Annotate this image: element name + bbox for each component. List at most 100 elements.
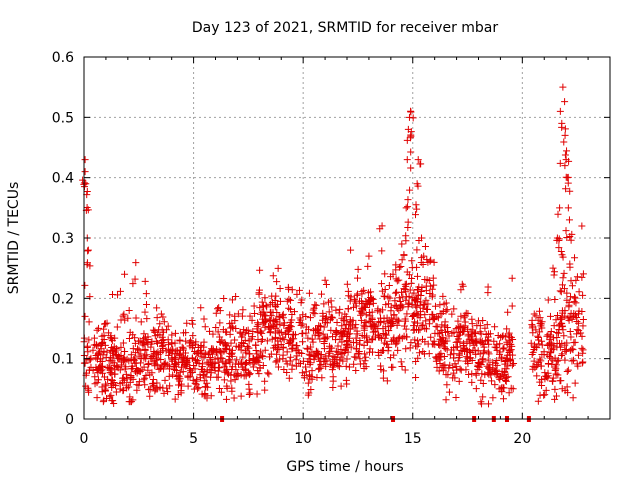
data-point — [81, 312, 89, 320]
data-point — [113, 323, 121, 331]
data-point — [255, 286, 263, 294]
data-point — [322, 280, 330, 288]
data-point — [468, 378, 476, 386]
data-point — [156, 364, 164, 372]
data-point — [285, 374, 293, 382]
data-point — [436, 335, 444, 343]
data-point — [245, 350, 253, 358]
data-point — [397, 288, 405, 296]
data-point — [271, 317, 279, 325]
data-point — [178, 343, 186, 351]
data-point — [552, 392, 560, 400]
data-point — [302, 368, 310, 376]
data-point — [258, 298, 266, 306]
data-point — [201, 392, 209, 400]
data-point — [83, 344, 91, 352]
data-point — [409, 114, 417, 122]
data-point — [432, 322, 440, 330]
data-point — [202, 383, 210, 391]
data-point — [215, 384, 223, 392]
data-point — [148, 352, 156, 360]
data-point — [234, 310, 242, 318]
data-point — [320, 345, 328, 353]
data-point — [436, 301, 444, 309]
data-point — [96, 358, 104, 366]
data-point — [84, 206, 92, 214]
data-point — [557, 247, 565, 255]
data-point — [548, 346, 556, 354]
data-point — [107, 391, 115, 399]
data-point — [456, 365, 464, 373]
data-point — [242, 372, 250, 380]
data-point — [328, 366, 336, 374]
y-tick-label: 0.3 — [52, 231, 74, 247]
data-point — [510, 359, 518, 367]
data-point — [159, 313, 167, 321]
data-point — [106, 354, 114, 362]
data-point — [333, 329, 341, 337]
data-point — [385, 326, 393, 334]
data-points — [79, 83, 587, 408]
data-point — [246, 370, 254, 378]
data-point — [298, 320, 306, 328]
data-point — [109, 290, 117, 298]
data-point — [94, 376, 102, 384]
data-point — [360, 360, 368, 368]
data-point — [496, 348, 504, 356]
data-point — [150, 382, 158, 390]
data-point — [288, 316, 296, 324]
data-point — [140, 330, 148, 338]
data-point — [209, 350, 217, 358]
data-point — [86, 293, 94, 301]
data-point — [493, 366, 501, 374]
data-point — [171, 395, 179, 403]
data-point — [274, 363, 282, 371]
data-point — [559, 83, 567, 91]
data-point — [361, 357, 369, 365]
data-point — [189, 376, 197, 384]
data-point — [378, 334, 386, 342]
data-point — [529, 329, 537, 337]
data-point — [337, 382, 345, 390]
data-point — [193, 359, 201, 367]
data-point — [288, 345, 296, 353]
data-point — [568, 282, 576, 290]
data-point — [464, 310, 472, 318]
data-point — [121, 270, 129, 278]
data-point — [101, 320, 109, 328]
data-point — [140, 363, 148, 371]
data-point — [223, 342, 231, 350]
data-point — [561, 162, 569, 170]
data-point — [360, 321, 368, 329]
data-point — [307, 343, 315, 351]
data-point — [559, 274, 567, 282]
data-point — [347, 343, 355, 351]
data-point — [507, 384, 515, 392]
data-point — [86, 356, 94, 364]
data-point — [556, 343, 564, 351]
data-point — [579, 322, 587, 330]
data-point — [271, 297, 279, 305]
data-point — [473, 339, 481, 347]
data-point — [237, 392, 245, 400]
data-point — [318, 290, 326, 298]
data-point — [504, 308, 512, 316]
data-point — [231, 336, 239, 344]
data-point — [572, 299, 580, 307]
data-point — [485, 400, 493, 408]
data-point — [192, 338, 200, 346]
data-point — [408, 294, 416, 302]
data-point — [222, 395, 230, 403]
data-point — [102, 382, 110, 390]
data-point — [253, 322, 261, 330]
data-point — [421, 300, 429, 308]
data-point — [479, 393, 487, 401]
data-point — [291, 308, 299, 316]
data-point — [207, 373, 215, 381]
data-point — [414, 319, 422, 327]
data-point — [276, 297, 284, 305]
data-point — [442, 396, 450, 404]
data-point — [317, 361, 325, 369]
data-point — [564, 179, 572, 187]
data-point — [332, 347, 340, 355]
